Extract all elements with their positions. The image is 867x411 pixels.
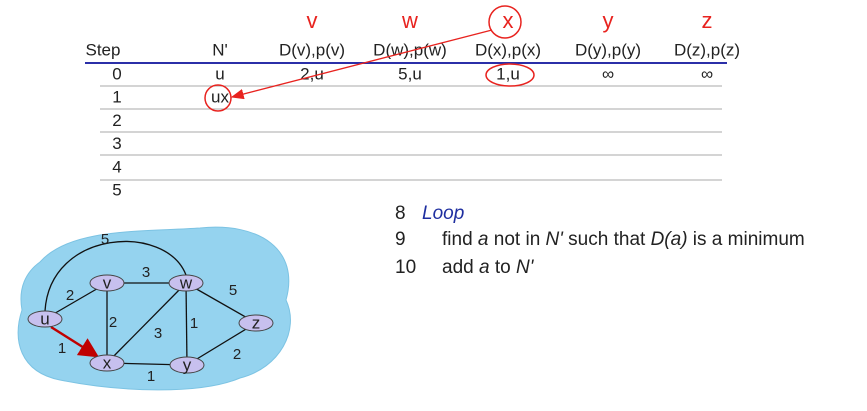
network-cloud <box>17 226 291 391</box>
code-line: find a not in N' such that D(a) is a min… <box>442 229 805 250</box>
code-text: a <box>479 257 490 278</box>
cell: 5 <box>112 180 121 199</box>
code-text: a <box>478 229 489 250</box>
code-line: Loop <box>422 203 464 224</box>
cell: 1,u <box>496 64 520 83</box>
code-text: to <box>490 257 516 278</box>
cell: 2 <box>112 111 121 130</box>
node-label: w <box>179 273 193 292</box>
code-text: N' <box>546 229 565 250</box>
cell: 4 <box>112 157 121 176</box>
cell: 1 <box>112 88 121 107</box>
cell: 3 <box>112 134 121 153</box>
edge <box>185 282 257 324</box>
cell: ∞ <box>701 64 713 83</box>
node-label: u <box>40 309 49 328</box>
edge-weight: 2 <box>66 287 74 304</box>
router <box>89 354 125 372</box>
router <box>89 274 125 292</box>
cell: 0 <box>112 64 121 83</box>
column-header: D(z),p(z) <box>674 40 740 59</box>
cell: ∞ <box>602 64 614 83</box>
cell: 5,u <box>398 64 422 83</box>
line-number: 9 <box>395 229 406 250</box>
highlight-circle <box>488 5 522 39</box>
pseudocode: 8 Loop 9 find a not in N' such that D(a) is… <box>395 203 805 278</box>
node-header: y <box>603 8 614 33</box>
column-header: N' <box>212 40 228 59</box>
edge <box>185 282 188 366</box>
edge-weight: 3 <box>142 264 150 281</box>
code-text: N' <box>516 257 535 278</box>
node-label: y <box>183 355 192 374</box>
edge-weight: 3 <box>154 325 162 342</box>
column-header: D(y),p(y) <box>575 40 641 59</box>
column-header: Step <box>86 40 121 59</box>
node-label: v <box>103 273 112 292</box>
node-label: z <box>252 313 261 332</box>
router <box>169 356 205 374</box>
edge-weight: 1 <box>190 315 198 332</box>
column-header: D(w),p(w) <box>373 40 447 59</box>
code-line: add a to N' <box>442 257 535 278</box>
line-number: 8 <box>395 203 406 224</box>
edge <box>106 282 187 364</box>
edge <box>186 322 257 366</box>
router <box>168 274 204 292</box>
highlight-circle <box>485 63 535 87</box>
node-header: x <box>503 8 514 33</box>
node-header: v <box>307 8 318 33</box>
router <box>238 314 274 332</box>
table: v w x y z Step N' D(v),p(v) D(w),p(w) D(x),p(x) D(… <box>86 8 741 200</box>
code-text: such that <box>563 229 651 250</box>
code-text: Loop <box>422 203 464 224</box>
edge-weight: 5 <box>229 282 237 299</box>
column-header: D(v),p(v) <box>279 40 345 59</box>
edge-weight: 1 <box>58 340 66 357</box>
node-header: w <box>401 8 418 33</box>
edge-weight: 2 <box>233 346 241 363</box>
edge-weight: 2 <box>109 314 117 331</box>
edge-weight: 5 <box>101 231 109 248</box>
arrow <box>230 29 493 100</box>
code-text: D(a) <box>651 229 688 250</box>
code-text: find <box>442 229 478 250</box>
node-header: z <box>702 8 713 33</box>
edge <box>50 325 100 358</box>
code-text: is a minimum <box>688 229 805 250</box>
code-text: add <box>442 257 479 278</box>
cell: ux <box>211 88 229 107</box>
column-header: D(x),p(x) <box>475 40 541 59</box>
edge <box>44 240 187 312</box>
cell: u <box>215 64 224 83</box>
cell: 2,u <box>300 64 324 83</box>
router <box>27 310 63 328</box>
node-label: x <box>103 353 112 372</box>
line-number: 10 <box>395 257 416 278</box>
code-text: not in <box>489 229 546 250</box>
edge-weight: 1 <box>147 368 155 385</box>
